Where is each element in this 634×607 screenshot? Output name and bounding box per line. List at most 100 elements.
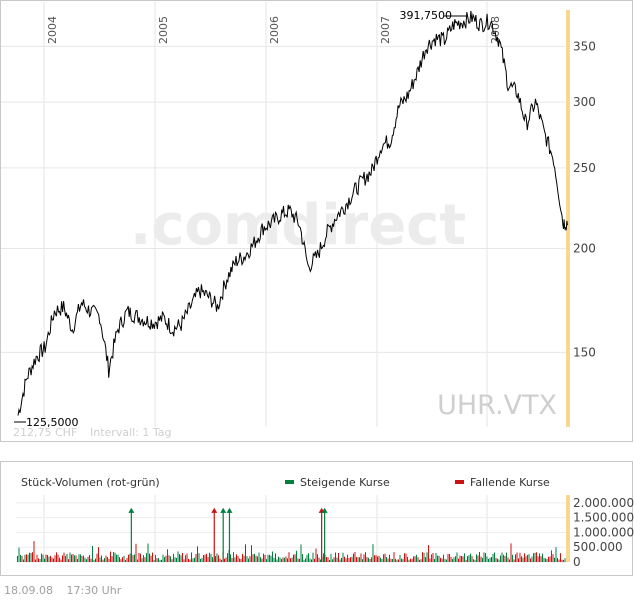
volume-bar	[513, 559, 515, 562]
volume-bar	[152, 552, 153, 562]
volume-bar	[290, 558, 291, 562]
volume-bar	[135, 543, 137, 562]
year-label: 2004	[46, 16, 59, 44]
volume-title: Stück-Volumen (rot-grün)	[21, 476, 160, 489]
volume-bar	[138, 553, 140, 562]
volume-bar	[326, 557, 327, 562]
volume-bar	[347, 554, 348, 562]
volume-bar	[539, 553, 540, 562]
volume-bar	[431, 554, 432, 562]
volume-bar	[432, 553, 434, 562]
volume-bar	[495, 557, 497, 562]
volume-bar	[465, 559, 467, 562]
volume-bar	[411, 558, 413, 562]
volume-bar	[390, 558, 392, 562]
volume-bar	[417, 557, 419, 562]
volume-bar	[33, 541, 35, 562]
volume-bar	[219, 558, 221, 562]
volume-bar	[170, 556, 171, 562]
volume-bar	[182, 552, 183, 562]
volume-bar	[243, 555, 245, 562]
volume-bar	[497, 558, 498, 562]
volume-bar	[488, 559, 489, 562]
volume-bar	[275, 553, 276, 562]
volume-bar	[39, 559, 41, 562]
volume-bar	[537, 556, 539, 562]
volume-bar	[384, 553, 386, 562]
volume-bar	[45, 554, 47, 562]
volume-bar	[369, 559, 371, 562]
volume-bar	[521, 556, 522, 562]
price-tick-label: 250	[573, 161, 596, 175]
volume-bar	[357, 557, 359, 562]
volume-bar	[123, 555, 125, 562]
volume-bar	[57, 554, 59, 562]
volume-bar	[89, 555, 90, 562]
volume-bar	[90, 558, 92, 562]
volume-bar	[161, 559, 162, 562]
volume-bar	[404, 553, 405, 562]
volume-bar	[363, 554, 365, 562]
volume-bar	[365, 552, 366, 562]
volume-bar	[35, 559, 36, 562]
legend-rising-label: Steigende Kurse	[300, 476, 390, 489]
volume-bar	[480, 556, 482, 562]
volume-bar	[443, 554, 444, 562]
volume-bar	[260, 557, 261, 562]
volume-bar	[66, 553, 68, 562]
volume-spike-arrow	[220, 507, 227, 513]
volume-bar	[467, 556, 468, 562]
volume-bar	[549, 556, 551, 562]
volume-bar	[143, 555, 144, 562]
volume-bar	[425, 557, 426, 562]
volume-bar	[264, 554, 266, 562]
volume-bar	[338, 553, 339, 562]
volume-bar	[167, 549, 168, 562]
volume-bar	[428, 545, 429, 562]
volume-bar	[320, 559, 321, 562]
volume-bar	[563, 559, 564, 562]
volume-bar	[393, 552, 395, 562]
volume-bar	[162, 554, 164, 562]
volume-bar	[375, 555, 377, 562]
volume-bar	[368, 557, 369, 562]
volume-bar	[168, 555, 170, 562]
volume-bar	[378, 555, 380, 562]
volume-bar	[164, 557, 165, 562]
footer-time: 17:30 Uhr	[66, 584, 122, 597]
volume-bar	[336, 557, 338, 562]
volume-bar	[27, 554, 29, 562]
volume-bar	[44, 558, 45, 562]
volume-bar	[129, 553, 131, 562]
volume-bar	[209, 552, 210, 562]
volume-bar	[23, 559, 24, 562]
volume-bar	[366, 557, 368, 562]
year-label: 2006	[268, 16, 281, 44]
volume-bar	[221, 559, 222, 562]
volume-bar	[444, 558, 446, 562]
volume-bar	[71, 554, 72, 562]
volume-bar	[318, 557, 320, 562]
volume-bar	[536, 552, 537, 562]
volume-bar	[348, 558, 350, 562]
volume-bar	[206, 553, 207, 562]
volume-bar	[377, 556, 378, 562]
volume-bar	[389, 554, 390, 562]
year-label: 2005	[157, 16, 170, 44]
volume-bar	[177, 551, 179, 562]
volume-bar	[153, 560, 155, 562]
volume-bar	[128, 554, 129, 562]
volume-bar	[438, 555, 440, 562]
volume-bar	[540, 556, 542, 562]
volume-bar	[144, 557, 146, 562]
volume-bar	[119, 557, 120, 562]
volume-bar	[353, 553, 354, 562]
volume-bar	[158, 558, 159, 562]
volume-bar	[156, 558, 158, 562]
volume-bar	[293, 554, 294, 562]
volume-bar	[468, 555, 470, 562]
volume-bar	[291, 557, 293, 562]
volume-bar	[173, 553, 174, 562]
volume-bar	[83, 555, 84, 562]
